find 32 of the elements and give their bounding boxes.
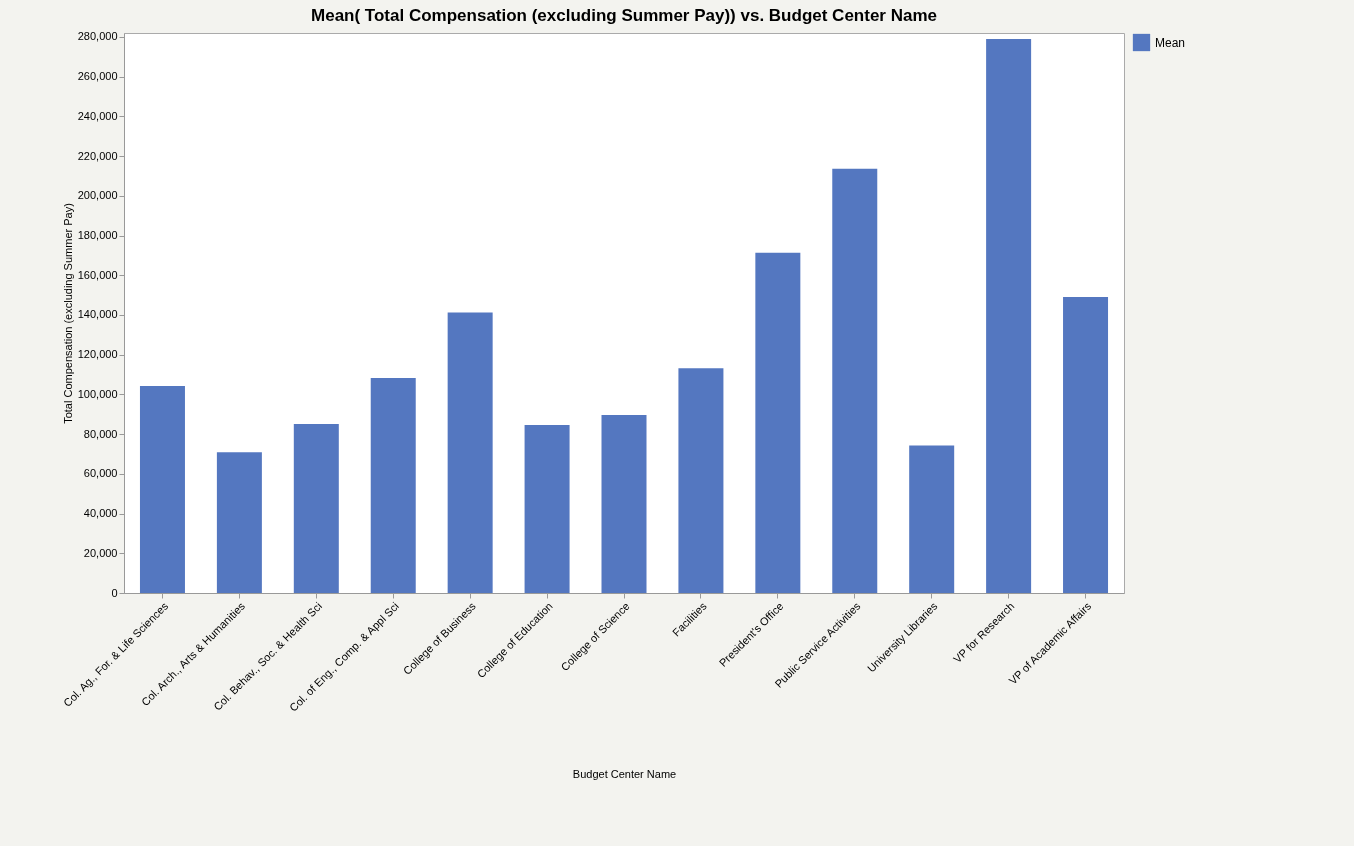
bar	[909, 445, 955, 593]
y-tick-label: 260,000	[77, 70, 118, 83]
y-tick-label: 0	[111, 586, 118, 599]
y-tick-label: 140,000	[77, 308, 118, 321]
bar	[293, 424, 339, 593]
bar	[755, 252, 801, 593]
y-tick-label: 60,000	[83, 467, 118, 480]
y-tick-label: 40,000	[83, 507, 118, 520]
bar	[524, 425, 570, 593]
bar	[601, 415, 647, 593]
bar	[216, 452, 262, 593]
bar	[447, 312, 493, 593]
y-tick-label: 20,000	[83, 546, 118, 559]
bar	[139, 385, 185, 593]
y-tick-label: 180,000	[77, 229, 118, 242]
y-tick-label: 120,000	[77, 348, 118, 361]
bar	[1063, 296, 1109, 593]
y-tick-label: 100,000	[77, 387, 118, 400]
y-tick-label: 280,000	[77, 30, 118, 43]
y-tick-label: 200,000	[77, 189, 118, 202]
y-tick-label: 80,000	[83, 427, 118, 440]
y-tick-label: 240,000	[77, 109, 118, 122]
y-tick-label: 220,000	[77, 149, 118, 162]
bar	[832, 168, 878, 593]
chart-title: Mean( Total Compensation (excluding Summer Pay)) vs. Budget Center Name	[311, 5, 937, 25]
legend-label: Mean	[1155, 35, 1186, 50]
y-axis-title: Total Compensation (excluding Summer Pay)	[61, 203, 74, 424]
bar	[986, 38, 1032, 593]
bar	[370, 377, 416, 593]
bar	[678, 368, 724, 593]
y-tick-label: 160,000	[77, 268, 118, 281]
x-axis-title: Budget Center Name	[572, 768, 677, 781]
